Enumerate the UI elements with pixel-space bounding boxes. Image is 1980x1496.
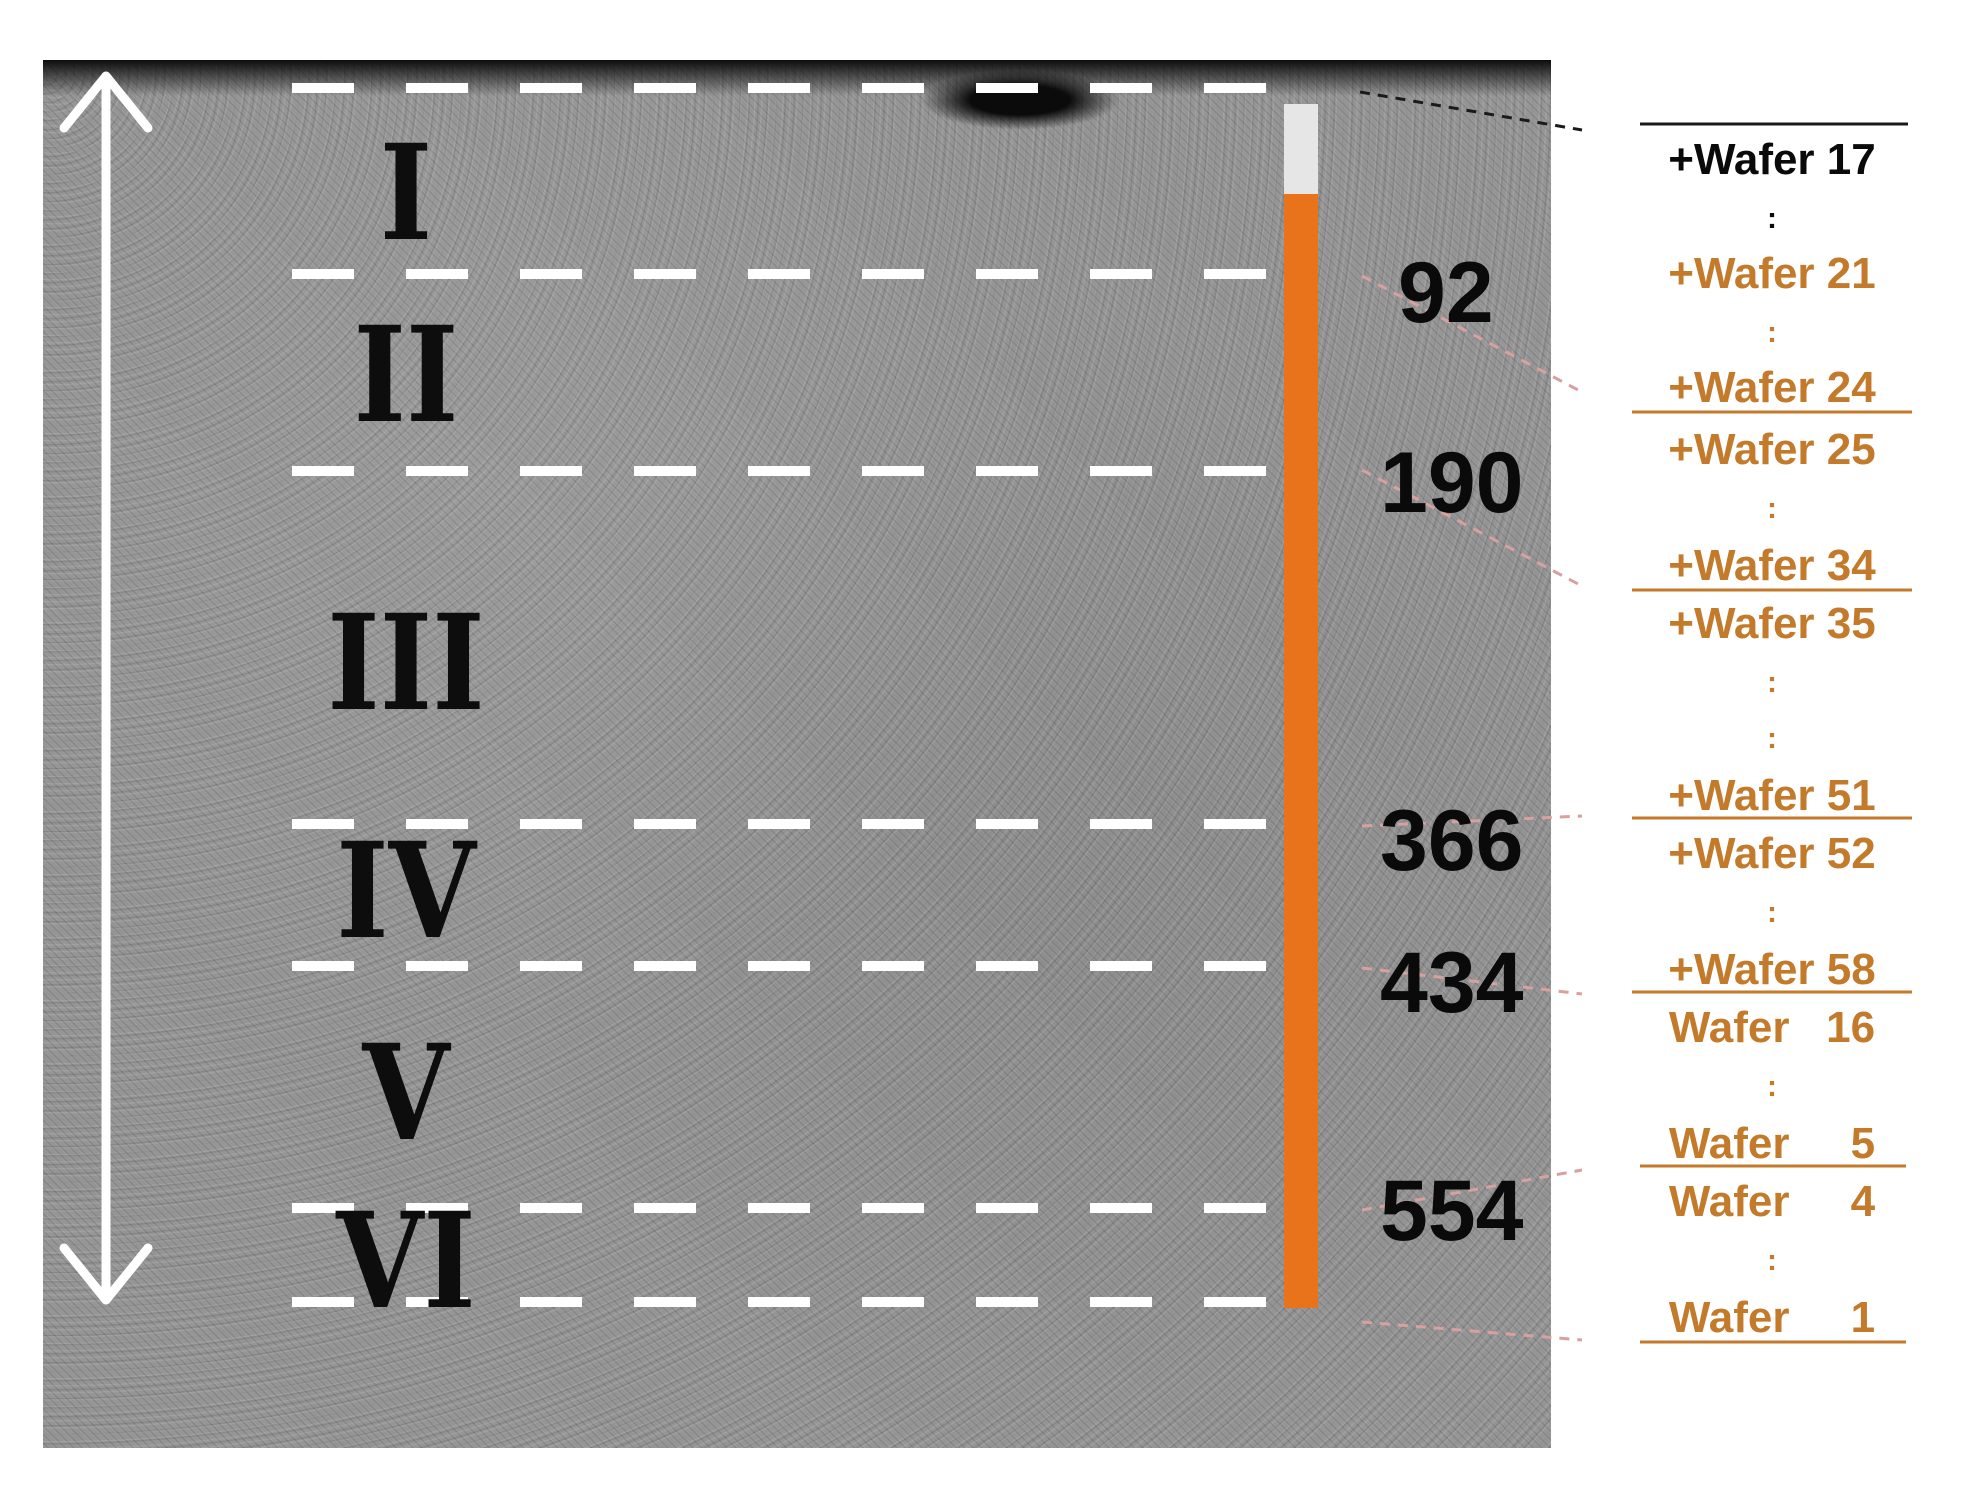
wafer-label: Wafer 4	[1632, 1180, 1912, 1224]
ellipsis-mark: :	[1632, 668, 1912, 698]
zone-label-I: I	[296, 128, 517, 260]
ellipsis-mark: :	[1632, 724, 1912, 754]
wafer-label: +Wafer 58	[1632, 948, 1912, 992]
depth-marker-92: 92	[1398, 250, 1494, 336]
zone-label-III: III	[296, 598, 517, 730]
wafer-label: +Wafer 25	[1632, 428, 1912, 472]
wafer-label: +Wafer 34	[1632, 544, 1912, 588]
zone-label-VI: VI	[296, 1196, 517, 1328]
zone-label-II: II	[296, 310, 517, 442]
wafer-label: Wafer 5	[1632, 1122, 1912, 1166]
ellipsis-mark: :	[1632, 898, 1912, 928]
wafer-label: +Wafer 51	[1632, 774, 1912, 818]
ellipsis-mark: :	[1632, 318, 1912, 348]
wafer-label: +Wafer 17	[1632, 138, 1912, 182]
ellipsis-mark: :	[1632, 494, 1912, 524]
leader-line	[1360, 92, 1582, 130]
depth-marker-554: 554	[1380, 1168, 1524, 1254]
ellipsis-mark: :	[1632, 1246, 1912, 1276]
depth-bar	[1284, 194, 1318, 1308]
zone-label-IV: IV	[296, 826, 517, 958]
ellipsis-mark: :	[1632, 1072, 1912, 1102]
leader-line	[1362, 1322, 1582, 1340]
zone-label-V: V	[296, 1028, 517, 1160]
wafer-label: Wafer 1	[1632, 1296, 1912, 1340]
double-arrow-icon	[64, 76, 148, 1300]
depth-marker-190: 190	[1380, 440, 1524, 526]
wafer-label: +Wafer 21	[1632, 252, 1912, 296]
wafer-label: Wafer 16	[1632, 1006, 1912, 1050]
depth-marker-434: 434	[1380, 940, 1524, 1026]
bar-cap	[1284, 104, 1318, 194]
ellipsis-mark: :	[1632, 204, 1912, 234]
wafer-label: +Wafer 52	[1632, 832, 1912, 876]
wafer-label: +Wafer 24	[1632, 366, 1912, 410]
depth-marker-366: 366	[1380, 798, 1524, 884]
wafer-label: +Wafer 35	[1632, 602, 1912, 646]
